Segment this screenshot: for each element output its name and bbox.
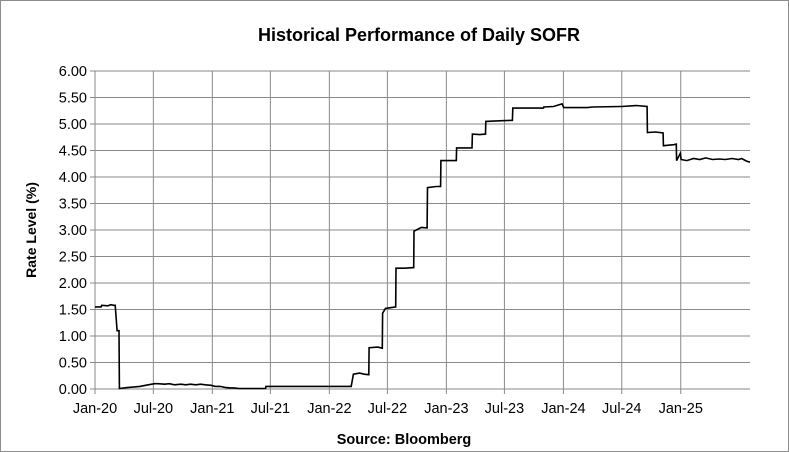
gridlines — [94, 70, 750, 389]
y-tick-label: 6.00 — [59, 64, 87, 80]
y-tick-label: 3.50 — [59, 197, 87, 213]
sofr-series-line — [95, 102, 751, 390]
x-tick-label: Jan-24 — [541, 401, 585, 417]
y-tick-label: 0.50 — [59, 356, 87, 372]
x-tick-label: Jul-23 — [485, 401, 525, 417]
y-tick-label: 4.00 — [59, 170, 87, 186]
y-tick-label: 3.00 — [59, 223, 87, 239]
y-tick-label: 5.50 — [59, 91, 87, 107]
x-axis-tick-labels: Jan-20 Jul-20 Jan-21 Jul-21 Jan-22 Jul-22 Jan-… — [73, 389, 703, 417]
y-tick-label: 0.00 — [59, 382, 87, 398]
y-tick-label: 1.50 — [59, 303, 87, 319]
y-tick-label: 1.00 — [59, 329, 87, 345]
x-tick-label: Jul-21 — [251, 401, 291, 417]
x-tick-label: Jul-22 — [368, 401, 408, 417]
y-tick-label: 2.00 — [59, 276, 87, 292]
x-tick-label: Jan-20 — [73, 401, 117, 417]
y-axis-tick-labels: 0.00 0.50 1.00 1.50 2.00 2.50 3.00 3.50 4.00 4.50… — [59, 64, 95, 398]
x-tick-label: Jan-21 — [190, 401, 234, 417]
x-tick-label: Jan-25 — [659, 401, 703, 417]
x-tick-label: Jan-22 — [307, 401, 351, 417]
x-tick-label: Jul-24 — [602, 401, 642, 417]
x-tick-label: Jul-20 — [134, 401, 174, 417]
x-tick-label: Jan-23 — [424, 401, 468, 417]
y-axis-title: Rate Level (%) — [23, 182, 39, 278]
chart-title: Historical Performance of Daily SOFR — [258, 25, 580, 45]
y-tick-label: 4.50 — [59, 144, 87, 160]
y-tick-label: 5.00 — [59, 117, 87, 133]
source-label: Source: Bloomberg — [337, 432, 472, 448]
y-tick-label: 2.50 — [59, 250, 87, 266]
